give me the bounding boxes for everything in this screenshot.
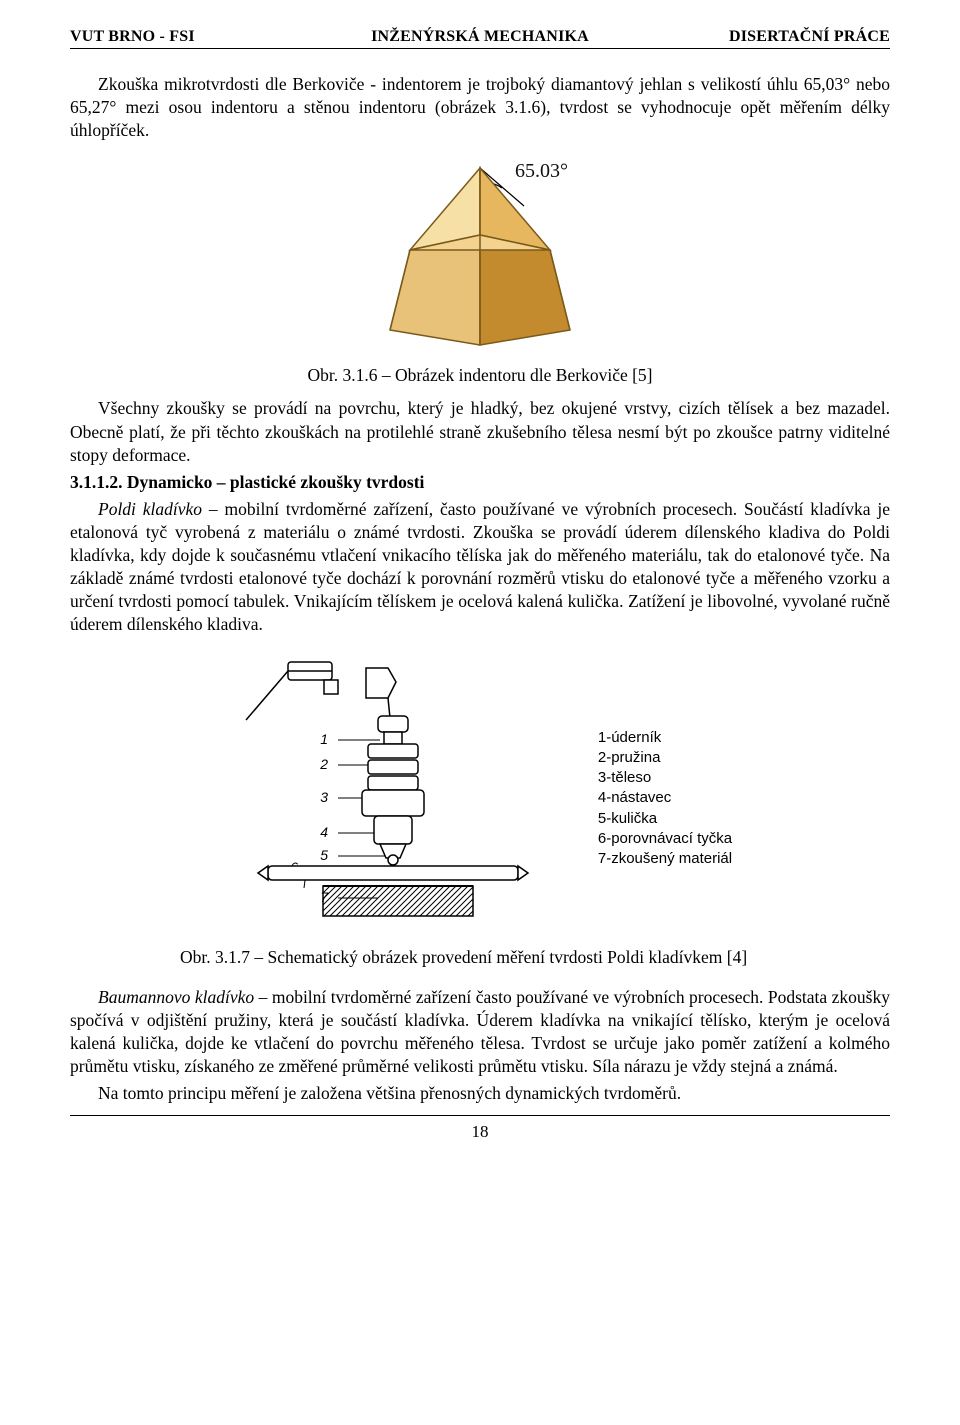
baumann-lead: Baumannovo kladívko	[98, 987, 254, 1007]
running-header: VUT BRNO - FSI INŽENÝRSKÁ MECHANIKA DISE…	[70, 28, 890, 46]
closing-paragraph: Na tomto principu měření je založena vět…	[70, 1082, 890, 1105]
svg-text:3: 3	[320, 789, 328, 805]
svg-text:1: 1	[320, 731, 328, 747]
legend-3: 3-těleso	[598, 768, 732, 788]
figure-316: 65.03°	[70, 160, 890, 387]
poldi-lead: Poldi kladívko	[98, 499, 202, 519]
figure-317: 1 2 3 4 5 6 7	[70, 658, 890, 938]
page: VUT BRNO - FSI INŽENÝRSKÁ MECHANIKA DISE…	[0, 0, 960, 1425]
legend-5: 5-kulička	[598, 809, 732, 829]
figure-316-caption: Obr. 3.1.6 – Obrázek indentoru dle Berko…	[307, 365, 652, 385]
intro-paragraph: Zkouška mikrotvrdosti dle Berkoviče - in…	[70, 73, 890, 142]
legend-2: 2-pružina	[598, 748, 732, 768]
section-3112-title: 3.1.1.2. Dynamicko – plastické zkoušky t…	[70, 471, 890, 494]
angle-label: 65.03°	[515, 158, 568, 184]
legend-1: 1-úderník	[598, 728, 732, 748]
poldi-paragraph: Poldi kladívko – mobilní tvrdoměrné zaří…	[70, 498, 890, 637]
svg-text:5: 5	[320, 847, 328, 863]
legend-7: 7-zkoušený materiál	[598, 849, 732, 869]
svg-text:4: 4	[320, 824, 328, 840]
poldi-body: – mobilní tvrdoměrné zařízení, často pou…	[70, 499, 890, 634]
legend-4: 4-nástavec	[598, 788, 732, 808]
header-rule	[70, 48, 890, 49]
header-right: DISERTAČNÍ PRÁCE	[690, 28, 890, 46]
header-center: INŽENÝRSKÁ MECHANIKA	[270, 28, 690, 46]
svg-text:2: 2	[319, 756, 328, 772]
after-fig316-paragraph: Všechny zkoušky se provádí na povrchu, k…	[70, 397, 890, 466]
poldi-hammer-icon: 1 2 3 4 5 6 7	[228, 658, 538, 938]
baumann-paragraph: Baumannovo kladívko – mobilní tvrdoměrné…	[70, 986, 890, 1078]
figure-317-caption: Obr. 3.1.7 – Schematický obrázek provede…	[180, 946, 890, 969]
body: Zkouška mikrotvrdosti dle Berkoviče - in…	[70, 73, 890, 1105]
berkovich-indenter-icon: 65.03°	[360, 160, 600, 350]
figure-317-legend: 1-úderník 2-pružina 3-těleso 4-nástavec …	[598, 728, 732, 870]
legend-6: 6-porovnávací tyčka	[598, 829, 732, 849]
page-number: 18	[70, 1122, 890, 1142]
footer-rule	[70, 1115, 890, 1116]
header-left: VUT BRNO - FSI	[70, 28, 270, 46]
